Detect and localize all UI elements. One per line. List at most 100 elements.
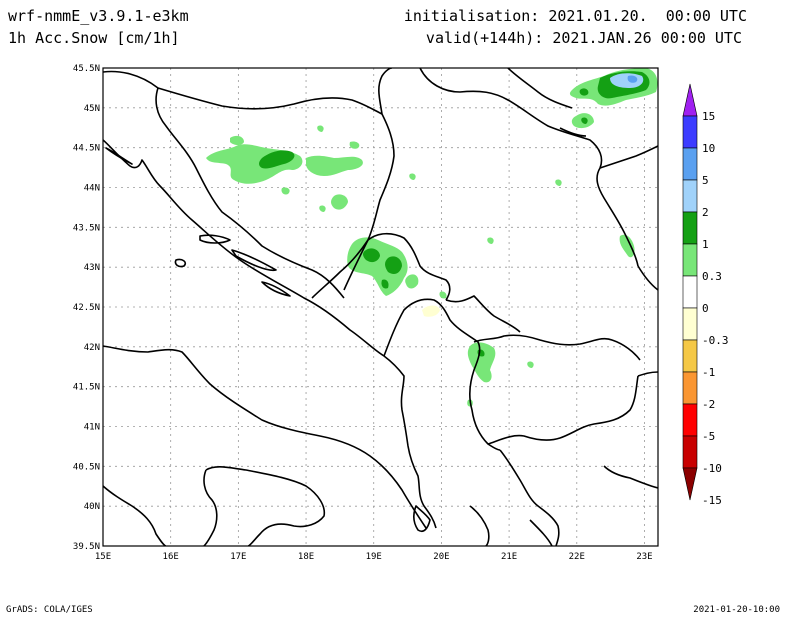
island-3 <box>174 258 187 268</box>
lat-label: 45N <box>84 104 100 114</box>
lat-label: 43.5N <box>73 223 100 233</box>
lat-label: 42.5N <box>73 303 100 313</box>
legend-swatch <box>682 211 698 245</box>
greece-bulgaria-border <box>637 265 658 377</box>
lat-label: 43N <box>84 263 100 273</box>
snow-area-speck-7 <box>527 361 534 368</box>
valid-time: valid(+144h): 2021.JAN.26 00:00 UTC <box>425 29 742 47</box>
legend-level-label: -10 <box>702 462 722 475</box>
legend-level-label: 15 <box>702 110 715 123</box>
snow-area-bosnia-central <box>306 155 363 176</box>
legend-swatch <box>682 339 698 373</box>
lon-label: 15E <box>95 552 111 562</box>
bosnia-north-border <box>157 87 383 115</box>
model-title: wrf-nmmE_v3.9.1-e3km <box>8 7 189 25</box>
legend-level-label: -2 <box>702 398 715 411</box>
snow-area-bosnia-small <box>349 141 360 149</box>
lon-label: 18E <box>298 552 314 562</box>
snow-area-speck-4 <box>409 173 416 180</box>
color-legend: 15 10 5 2 1 0.3 0 -0.3 -1 -2 -5 -10 -15 <box>682 83 729 507</box>
lon-label: 17E <box>230 552 246 562</box>
legend-swatch <box>682 435 698 469</box>
serbia-bosnia-border <box>311 113 395 299</box>
legend-swatch <box>682 275 698 309</box>
snow-area-romania-peak <box>627 75 638 83</box>
legend-level-label: 2 <box>702 206 709 219</box>
lat-label: 40N <box>84 502 100 512</box>
legend-swatch <box>682 179 698 213</box>
island-4 <box>261 281 291 297</box>
lon-label: 19E <box>366 552 382 562</box>
lat-label: 44.5N <box>73 144 100 154</box>
lat-label: 44N <box>84 184 100 194</box>
lon-label: 21E <box>501 552 517 562</box>
lon-label: 23E <box>636 552 652 562</box>
snow-area-macedonia <box>467 342 496 383</box>
legend-swatch <box>682 371 698 405</box>
legend-level-label: 5 <box>702 174 709 187</box>
legend-swatch <box>682 307 698 341</box>
romania-border <box>507 68 658 169</box>
croatia-bosnia-border <box>103 70 345 299</box>
snow-area-north-albania <box>405 274 419 289</box>
legend-swatch <box>682 147 698 181</box>
init-time: initialisation: 2021.01.20. 00:00 UTC <box>403 7 747 25</box>
snow-area-romania-core-2 <box>579 88 589 96</box>
snow-area-kosovo <box>439 291 447 299</box>
legend-level-label: 0 <box>702 302 709 315</box>
legend-level-label: 1 <box>702 238 709 251</box>
snow-area-speck-8 <box>555 179 562 186</box>
adriatic-coast-east <box>103 139 437 529</box>
greece-coast <box>469 449 658 546</box>
map-frame <box>102 67 659 547</box>
snow-area-bosnia-west-core <box>259 150 295 169</box>
legend-arrow-top <box>682 83 698 117</box>
variable-title: 1h Acc.Snow [cm/1h] <box>8 29 180 47</box>
legend-level-label: -15 <box>702 494 722 507</box>
island-1 <box>199 234 231 244</box>
legend-level-label: -0.3 <box>702 334 729 347</box>
snow-area-bulgaria <box>619 234 635 258</box>
kosovo-macedonia-border <box>445 295 641 445</box>
snow-area-bosnia-west <box>206 144 303 184</box>
legend-level-label: -5 <box>702 430 715 443</box>
grads-credit: GrADS: COLA/IGES <box>6 605 93 615</box>
coastlines-and-borders <box>103 68 658 546</box>
snow-area-montenegro-core-3 <box>381 279 389 289</box>
island-corfu <box>413 505 431 533</box>
lon-label: 22E <box>569 552 585 562</box>
legend-swatch <box>682 115 698 149</box>
legend-swatch <box>682 403 698 437</box>
italy-heel <box>103 485 167 546</box>
lat-label: 41.5N <box>73 383 100 393</box>
snow-area-montenegro-core-1 <box>363 248 380 263</box>
gridlines <box>103 68 658 546</box>
snow-area-albania-negative <box>422 305 440 317</box>
axis-labels: 15E 16E 17E 18E 19E 20E 21E 22E 23E 45.5N 45N 44.5N… <box>73 64 653 562</box>
montenegro-border <box>343 232 451 301</box>
lat-label: 42N <box>84 343 100 353</box>
snow-area-bosnia-speck <box>281 187 290 195</box>
legend-level-label: 10 <box>702 142 715 155</box>
snow-area-montenegro-core-2 <box>385 256 402 274</box>
legend-arrow-bottom <box>682 467 698 501</box>
legend-level-label: -1 <box>702 366 715 379</box>
snow-area-romania-core-3 <box>581 117 588 124</box>
island-2 <box>231 249 277 272</box>
lat-label: 40.5N <box>73 462 100 472</box>
snow-area-bosnia-south <box>331 194 348 210</box>
albania-border <box>383 298 501 451</box>
lon-label: 20E <box>433 552 449 562</box>
snow-area-bosnia-north <box>230 135 244 145</box>
snow-fields <box>206 68 658 407</box>
lat-label: 39.5N <box>73 542 100 552</box>
legend-level-label: 0.3 <box>702 270 722 283</box>
taranto-gulf <box>203 466 326 546</box>
snow-area-speck-5 <box>487 237 494 244</box>
lat-label: 41N <box>84 423 100 433</box>
snow-area-speck-2 <box>319 205 326 212</box>
legend-swatch <box>682 243 698 277</box>
island-5 <box>105 147 133 165</box>
snow-area-speck-3 <box>317 125 324 132</box>
